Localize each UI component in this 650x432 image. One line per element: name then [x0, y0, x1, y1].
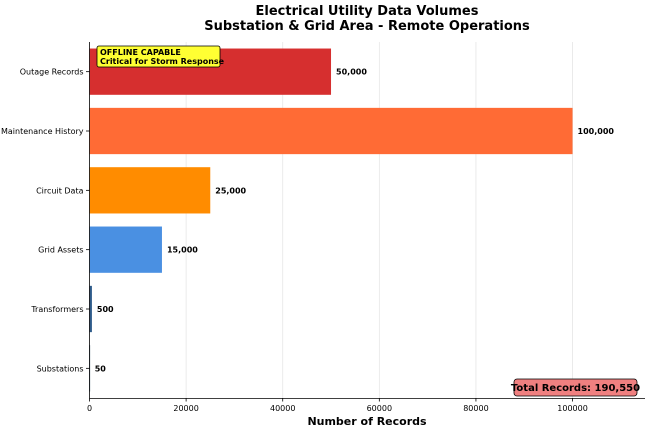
data-label: 15,000 — [167, 246, 198, 255]
bar-circuit-data — [89, 167, 211, 214]
y-tick-label: Grid Assets — [38, 246, 83, 255]
data-label: 25,000 — [215, 186, 246, 195]
data-labels: 50,000 100,000 25,000 15,000 500 50 — [95, 68, 615, 374]
y-tick-label: Maintenance History — [1, 127, 84, 136]
bars — [89, 48, 573, 392]
data-label: 500 — [97, 305, 114, 314]
offline-annotation-line2: Critical for Storm Response — [100, 57, 225, 66]
data-label: 50,000 — [336, 68, 367, 77]
y-axis-labels: Outage Records Maintenance History Circuit… — [1, 68, 90, 373]
bar-maintenance-history — [89, 107, 573, 155]
x-tick-label: 80000 — [463, 404, 488, 413]
x-tick-label: 20000 — [173, 404, 198, 413]
x-axis-title: Number of Records — [307, 415, 427, 428]
x-tick-label: 60000 — [367, 404, 392, 413]
gridlines — [185, 42, 573, 398]
total-records-text: Total Records: 190,550 — [511, 383, 640, 394]
y-tick-label: Outage Records — [20, 68, 84, 77]
data-label: 100,000 — [578, 127, 615, 136]
bar-grid-assets — [89, 226, 162, 273]
offline-annotation-box — [96, 45, 221, 68]
y-tick-label: Substations — [37, 364, 84, 373]
data-label: 50 — [95, 364, 107, 373]
x-axis-ticks: 0 20000 40000 60000 80000 100000 — [87, 398, 588, 413]
offline-capable-annotation: OFFLINE CAPABLE Critical for Storm Respo… — [96, 45, 225, 68]
x-tick-label: 100000 — [557, 404, 588, 413]
bar-transformers — [89, 285, 92, 333]
x-tick-label: 40000 — [270, 404, 295, 413]
chart-title: Electrical Utility Data Volumes — [256, 4, 479, 19]
total-records-box — [513, 378, 638, 397]
y-tick-label: Circuit Data — [36, 186, 83, 195]
y-tick-label: Transformers — [30, 305, 83, 314]
x-tick-label: 0 — [87, 404, 92, 413]
total-records-annotation: Total Records: 190,550 — [511, 378, 640, 397]
offline-annotation-line1: OFFLINE CAPABLE — [100, 48, 181, 57]
chart-subtitle: Substation & Grid Area - Remote Operatio… — [204, 19, 530, 34]
